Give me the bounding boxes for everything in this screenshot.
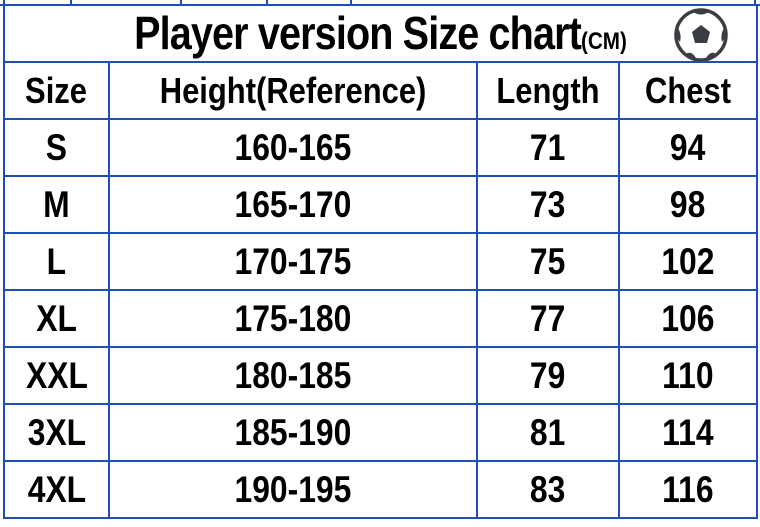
cell-chest: 98 bbox=[618, 175, 758, 234]
title-text: Player version Size chart bbox=[134, 7, 582, 59]
table-row: S 160-165 71 94 bbox=[3, 118, 758, 177]
title-unit: (CM) bbox=[581, 28, 627, 55]
title-row: Player version Size chart(CM) bbox=[3, 5, 758, 63]
table-row: 3XL 185-190 81 114 bbox=[3, 403, 758, 462]
cell-height: 165-170 bbox=[108, 175, 478, 234]
cell-height: 190-195 bbox=[108, 460, 478, 519]
cell-length: 83 bbox=[476, 460, 620, 519]
table-row: XXL 180-185 79 110 bbox=[3, 346, 758, 405]
page-title: Player version Size chart(CM) bbox=[134, 6, 627, 60]
cell-length: 71 bbox=[476, 118, 620, 177]
cell-size: XL bbox=[3, 289, 110, 348]
header-size: Size bbox=[3, 61, 110, 120]
cell-length: 75 bbox=[476, 232, 620, 291]
header-length: Length bbox=[476, 61, 620, 120]
header-chest: Chest bbox=[618, 61, 758, 120]
cell-length: 81 bbox=[476, 403, 620, 462]
cell-size: M bbox=[3, 175, 110, 234]
cell-size: 3XL bbox=[3, 403, 110, 462]
cell-height: 160-165 bbox=[108, 118, 478, 177]
cell-size: L bbox=[3, 232, 110, 291]
cell-chest: 116 bbox=[618, 460, 758, 519]
cell-height: 170-175 bbox=[108, 232, 478, 291]
cell-chest: 106 bbox=[618, 289, 758, 348]
cell-length: 77 bbox=[476, 289, 620, 348]
cell-height: 180-185 bbox=[108, 346, 478, 405]
header-row: Size Height(Reference) Length Chest bbox=[3, 61, 758, 120]
header-height: Height(Reference) bbox=[108, 61, 478, 120]
cell-length: 73 bbox=[476, 175, 620, 234]
cell-length: 79 bbox=[476, 346, 620, 405]
cell-chest: 114 bbox=[618, 403, 758, 462]
table-row: 4XL 190-195 83 116 bbox=[3, 460, 758, 519]
table-row: L 170-175 75 102 bbox=[3, 232, 758, 291]
size-table: Size Height(Reference) Length Chest S 160… bbox=[3, 61, 758, 519]
cell-height: 175-180 bbox=[108, 289, 478, 348]
cell-chest: 94 bbox=[618, 118, 758, 177]
cell-chest: 110 bbox=[618, 346, 758, 405]
cell-size: 4XL bbox=[3, 460, 110, 519]
top-border-strip bbox=[0, 0, 760, 6]
soccer-ball-icon bbox=[674, 8, 728, 62]
cell-height: 185-190 bbox=[108, 403, 478, 462]
cell-chest: 102 bbox=[618, 232, 758, 291]
table-row: M 165-170 73 98 bbox=[3, 175, 758, 234]
table-row: XL 175-180 77 106 bbox=[3, 289, 758, 348]
cell-size: XXL bbox=[3, 346, 110, 405]
cell-size: S bbox=[3, 118, 110, 177]
